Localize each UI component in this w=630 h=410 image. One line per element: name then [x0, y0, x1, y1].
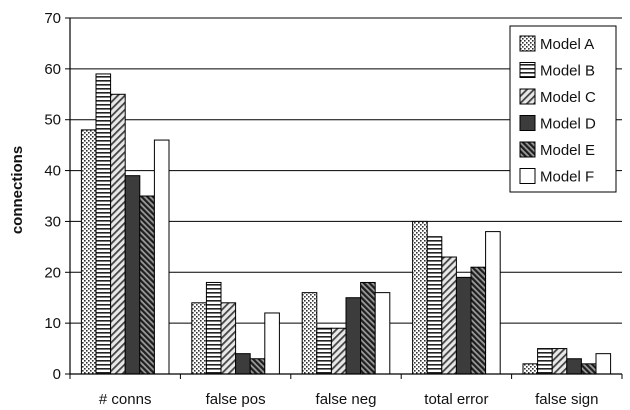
y-tick-label: 50 — [44, 112, 61, 129]
bar-model-a — [522, 363, 539, 375]
legend-label: Model C — [540, 89, 596, 106]
x-tick-labels: # conns false pos false neg total error fals… — [99, 391, 599, 408]
bar-model-c — [220, 302, 237, 375]
bar-model-e — [360, 281, 376, 375]
bar-model-a — [412, 220, 428, 375]
x-tick-label: false neg — [316, 391, 377, 408]
x-tick-label: # conns — [99, 391, 152, 408]
bar-model-c — [441, 256, 457, 375]
legend-label: Model B — [540, 63, 595, 80]
x-tick-label: total error — [424, 391, 488, 408]
bar-model-f — [374, 292, 391, 375]
bar-model-f — [595, 353, 612, 375]
y-tick-label: 10 — [44, 315, 61, 332]
bar-model-b — [95, 73, 112, 375]
bar-model-a — [80, 129, 97, 375]
bar-model-a — [301, 292, 318, 375]
bar-model-c — [551, 348, 568, 375]
y-axis-label: connections — [9, 146, 26, 234]
bar-model-f — [153, 139, 170, 375]
y-tick-label: 60 — [44, 61, 61, 78]
bar-model-e — [139, 195, 155, 375]
bar-model-e — [249, 358, 266, 375]
y-tick-label: 30 — [44, 213, 61, 230]
bar-model-f — [485, 231, 501, 375]
y-tick-label: 20 — [44, 264, 61, 281]
legend-label: Model D — [540, 116, 596, 133]
y-tick-label: 0 — [53, 366, 61, 383]
legend-swatch — [519, 62, 536, 78]
legend-swatch — [519, 88, 536, 105]
bar-model-b — [426, 236, 443, 375]
bar-model-e — [580, 363, 597, 375]
axes — [65, 17, 623, 379]
bar-model-e — [470, 266, 487, 375]
bar-model-c — [110, 93, 126, 375]
bar-model-d — [345, 297, 362, 375]
y-tick-label: 70 — [44, 10, 61, 27]
bar-model-b — [316, 327, 332, 375]
y-tick-label: 40 — [44, 163, 61, 180]
bar-model-d — [235, 353, 251, 375]
bars — [80, 73, 612, 375]
legend-swatch — [519, 141, 536, 158]
x-tick-label: false sign — [535, 391, 598, 408]
legend-swatch — [519, 35, 536, 52]
y-tick-labels: 0 10 20 30 40 50 60 70 — [44, 10, 61, 383]
legend-swatch — [519, 115, 536, 131]
legend-swatch — [519, 168, 536, 184]
bar-model-b — [205, 281, 222, 375]
legend: Model A Model B Model C Model D Model E Model… — [509, 25, 617, 193]
bar-model-c — [330, 327, 347, 375]
legend-label: Model E — [540, 142, 595, 159]
bar-model-f — [264, 312, 280, 375]
bar-model-d — [455, 276, 472, 375]
bar-model-a — [191, 302, 207, 375]
legend-box — [509, 25, 617, 193]
legend-label: Model A — [540, 36, 594, 53]
bar-model-b — [537, 348, 553, 375]
x-tick-label: false pos — [206, 391, 266, 408]
legend-label: Model F — [540, 169, 594, 186]
bar-model-d — [566, 358, 582, 375]
bar-model-d — [124, 175, 141, 375]
